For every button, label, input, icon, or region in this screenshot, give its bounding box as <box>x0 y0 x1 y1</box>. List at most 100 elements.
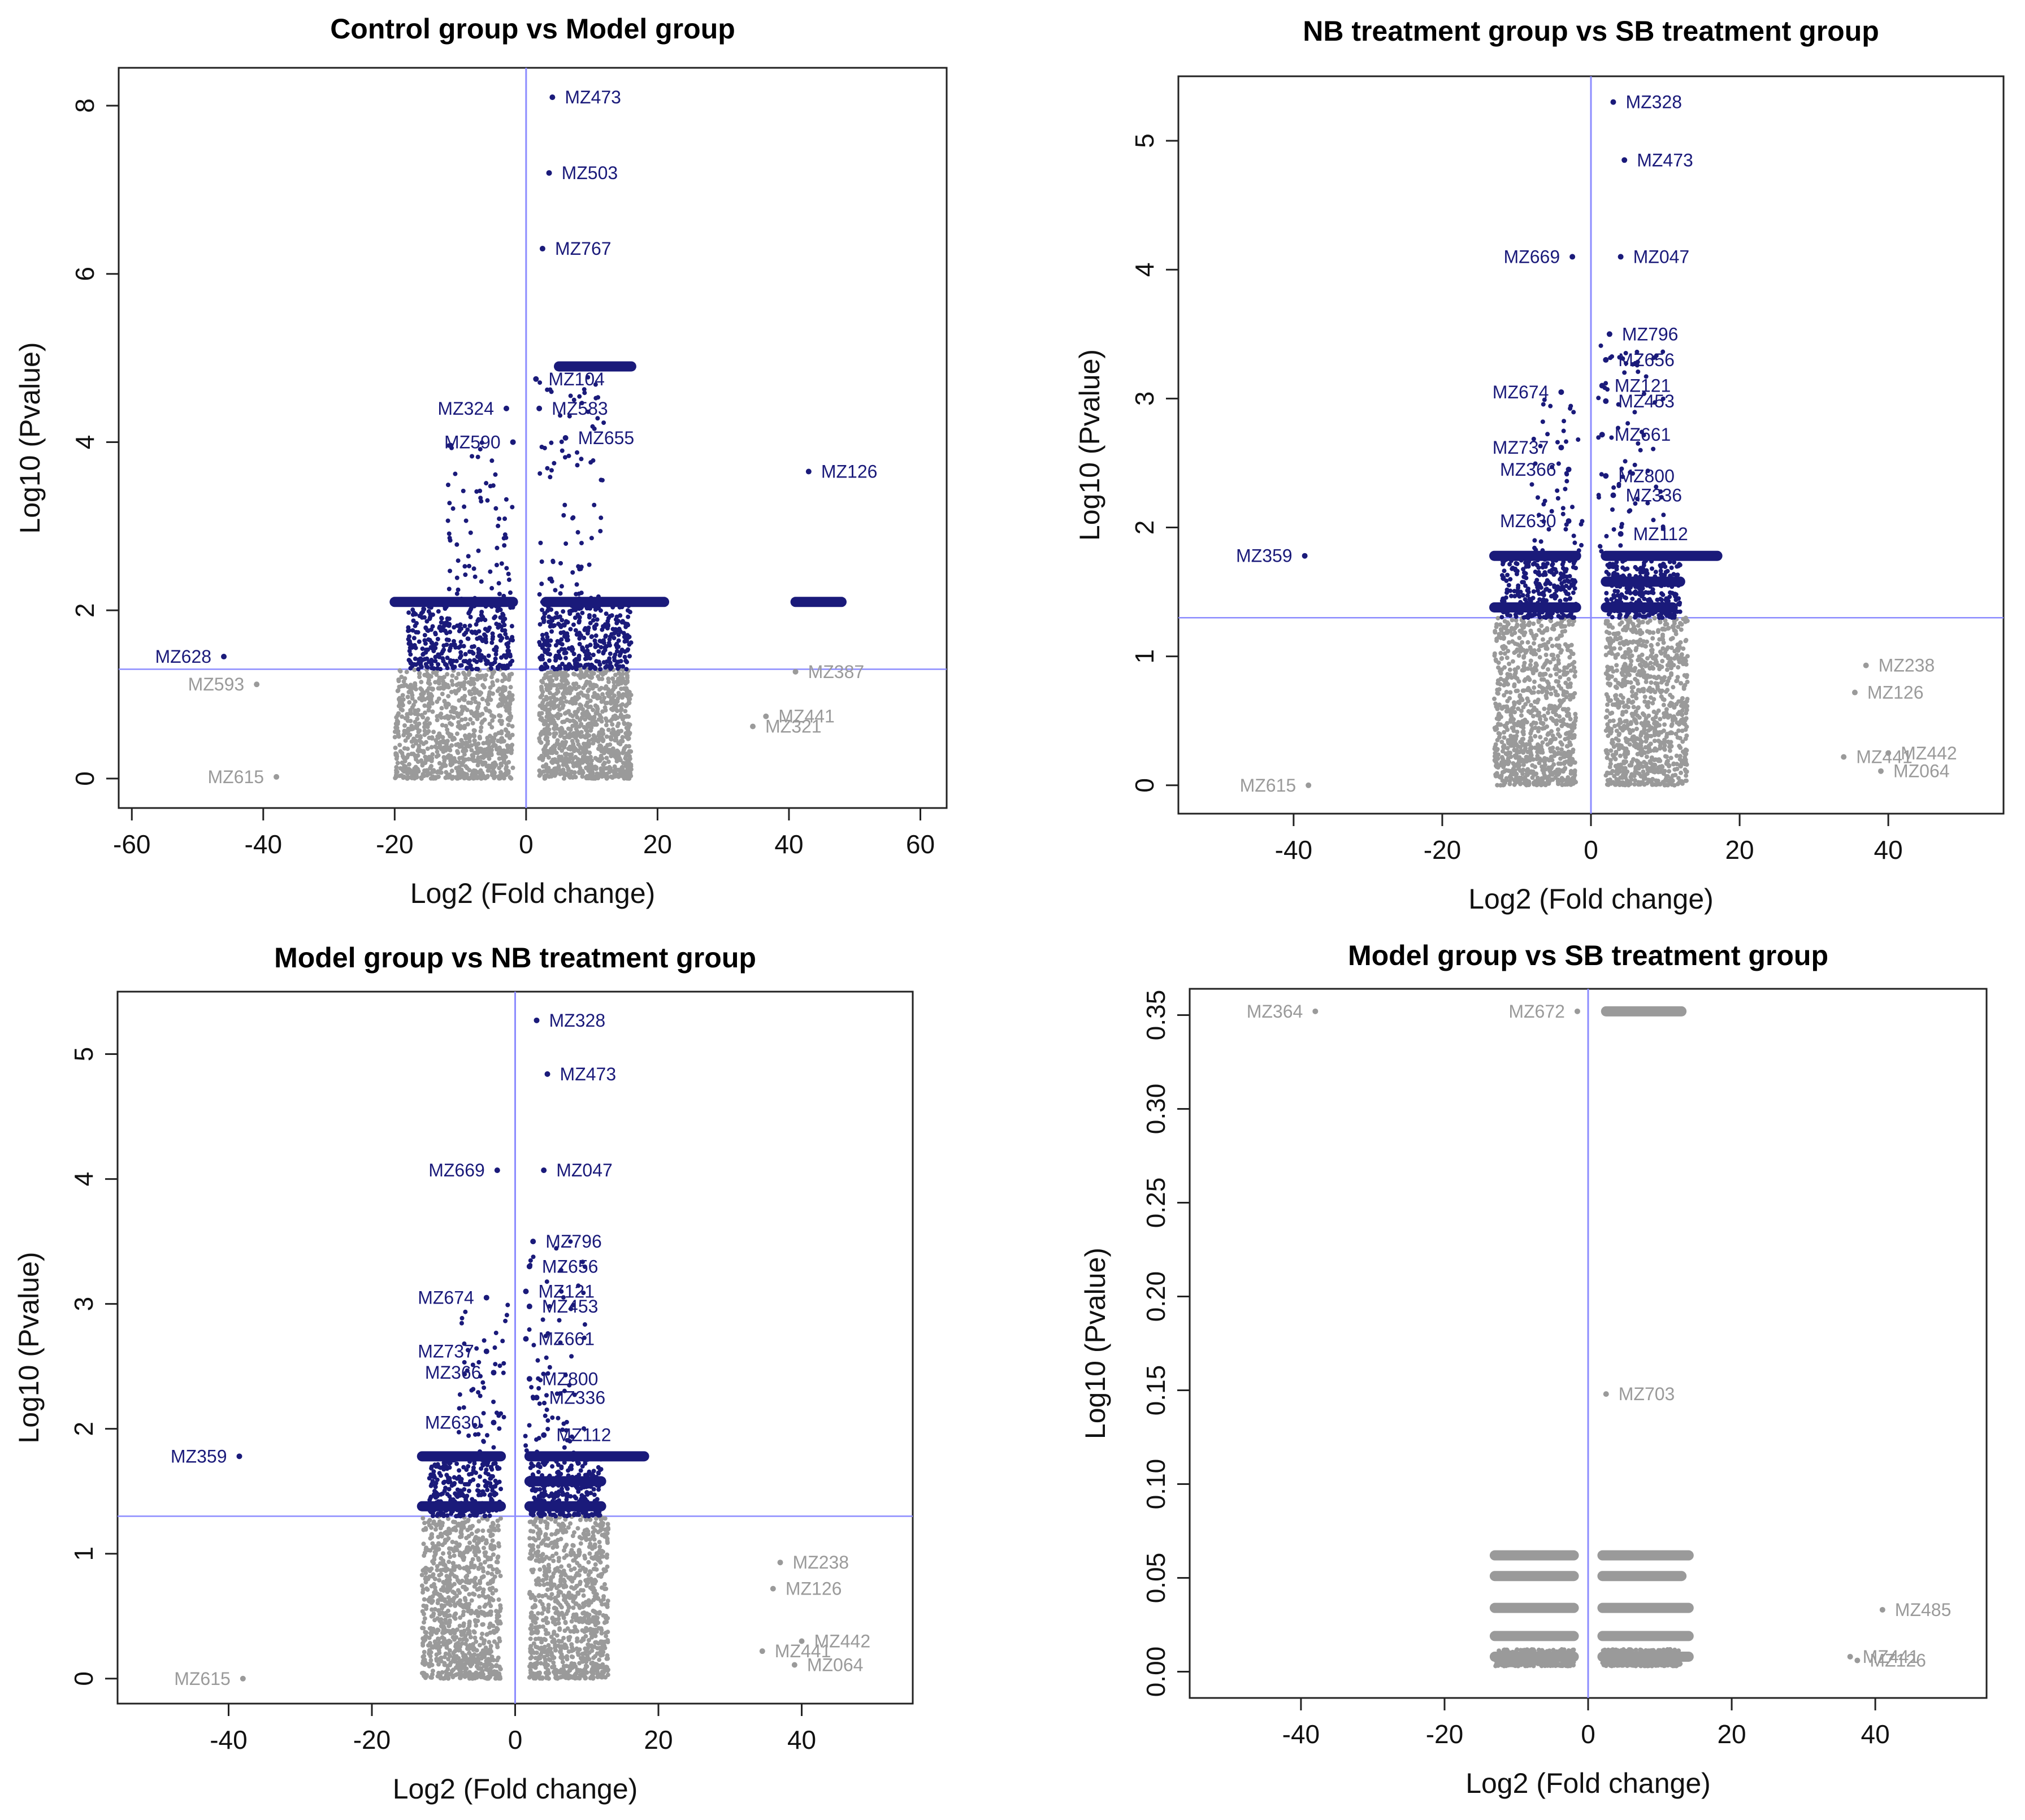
data-point <box>452 664 457 670</box>
data-point <box>1543 661 1548 666</box>
data-point <box>545 608 550 613</box>
data-point <box>615 723 620 728</box>
data-point <box>1654 675 1659 680</box>
data-point <box>439 615 444 620</box>
data-point <box>1537 655 1542 660</box>
data-point <box>565 620 570 625</box>
point-label: MZ593 <box>188 674 245 694</box>
data-point <box>609 731 614 736</box>
data-point <box>556 649 561 654</box>
data-point <box>427 637 432 642</box>
data-point <box>554 683 560 688</box>
data-point <box>1512 721 1517 726</box>
data-point <box>484 753 489 758</box>
data-point <box>424 664 429 669</box>
data-point <box>1502 568 1507 574</box>
data-point <box>465 627 470 632</box>
data-point <box>1499 755 1504 760</box>
data-point <box>1566 683 1571 688</box>
data-point <box>456 771 461 776</box>
data-point <box>396 732 401 737</box>
data-point <box>1628 680 1633 685</box>
data-point <box>588 460 593 465</box>
data-point <box>490 718 495 723</box>
data-point <box>405 776 410 781</box>
data-point <box>582 741 587 746</box>
data-point <box>1503 751 1508 756</box>
data-point <box>1511 761 1516 766</box>
data-point <box>1620 565 1625 570</box>
data-point <box>1614 728 1619 733</box>
data-point <box>431 729 436 735</box>
data-point <box>553 588 558 593</box>
data-point <box>457 698 462 703</box>
data-point <box>1494 727 1499 732</box>
data-point <box>1545 561 1550 566</box>
data-point <box>598 528 603 533</box>
data-point <box>454 591 459 596</box>
data-point <box>1664 707 1669 712</box>
data-point <box>411 736 417 741</box>
data-point <box>627 610 632 615</box>
data-point <box>560 618 565 623</box>
data-point <box>594 659 599 664</box>
labeled-point <box>805 468 812 475</box>
data-point <box>1514 688 1519 693</box>
data-point <box>456 671 461 676</box>
data-point <box>469 711 474 716</box>
data-point <box>1639 663 1644 668</box>
data-point <box>608 701 613 706</box>
data-point <box>599 746 604 752</box>
data-point <box>474 688 479 693</box>
data-point <box>401 766 406 771</box>
data-point <box>1684 637 1689 642</box>
data-point <box>1667 748 1672 753</box>
data-point <box>427 754 432 759</box>
data-point <box>1620 775 1625 780</box>
data-point <box>541 722 547 727</box>
data-point <box>1605 726 1610 731</box>
data-point <box>1634 726 1639 731</box>
data-point <box>484 673 489 678</box>
data-point <box>547 710 552 715</box>
data-point <box>1506 649 1511 654</box>
data-point <box>1613 635 1618 640</box>
data-point <box>1572 674 1577 679</box>
data-point <box>580 610 585 615</box>
data-point <box>1512 748 1517 753</box>
data-point <box>1614 749 1619 754</box>
data-point <box>466 757 471 762</box>
data-point <box>559 696 564 701</box>
data-point <box>490 631 495 636</box>
data-point <box>467 744 472 749</box>
data-point <box>605 749 610 754</box>
data-point <box>422 774 427 779</box>
data-point <box>606 693 611 698</box>
data-point <box>1504 709 1509 714</box>
data-point <box>426 647 431 652</box>
data-point <box>408 666 413 671</box>
data-point <box>1550 593 1555 598</box>
data-point <box>1561 689 1566 694</box>
data-point <box>571 622 576 627</box>
data-point <box>408 687 413 692</box>
data-point <box>1545 690 1550 695</box>
data-point <box>1667 769 1672 774</box>
data-point <box>1531 589 1536 594</box>
data-point <box>1551 685 1556 690</box>
data-point <box>568 627 573 632</box>
data-point <box>1508 743 1514 748</box>
data-point <box>1653 715 1658 720</box>
data-point <box>589 536 594 541</box>
data-point <box>436 753 441 758</box>
data-point <box>444 705 449 710</box>
data-point <box>1666 626 1671 631</box>
data-point <box>502 674 508 679</box>
data-point <box>1506 762 1511 767</box>
data-point <box>1669 671 1674 676</box>
data-point <box>486 767 491 772</box>
x-tick-label: -60 <box>113 829 150 859</box>
data-point <box>1668 740 1673 745</box>
data-point <box>566 757 571 762</box>
data-point <box>488 666 493 671</box>
